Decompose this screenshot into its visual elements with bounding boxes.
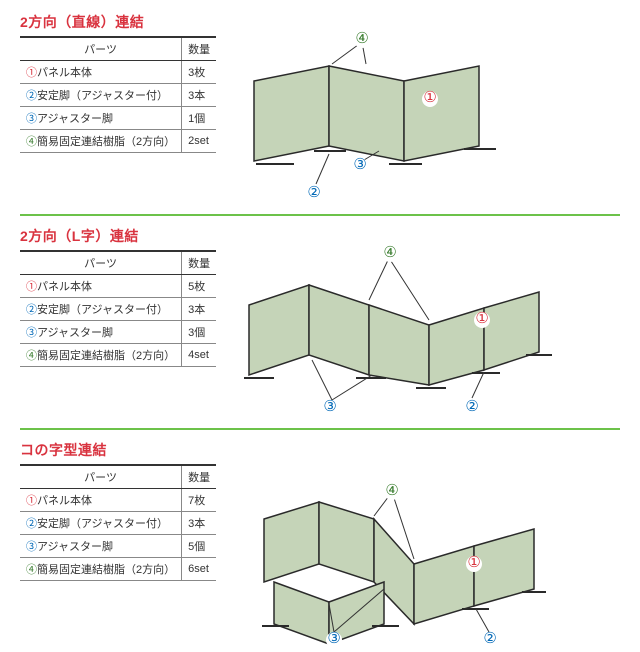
part-qty: 3本 [182,512,217,535]
callout-①: ① [466,556,482,572]
table-row: ②安定脚（アジャスター付） 3本 [20,84,216,107]
part-label: パネル本体 [37,281,92,293]
part-number: ④ [26,350,37,362]
callout-③: ③ [352,158,368,174]
part-number: ③ [26,541,37,553]
part-number: ① [26,495,37,507]
table-header: 数量 [182,37,217,61]
part-qty: 3個 [182,321,217,344]
table-row: ①パネル本体 5枚 [20,275,216,298]
part-qty: 3本 [182,298,217,321]
section-title: コの字型連結 [20,440,620,460]
panel-diagram: ④①③② [234,250,554,418]
section-divider [20,428,620,430]
table-header: パーツ [20,465,182,489]
section-title: 2方向（L字）連結 [20,226,620,246]
part-label: 安定脚（アジャスター付） [37,90,168,102]
table-row: ①パネル本体 7枚 [20,489,216,512]
part-label: アジャスター脚 [37,113,113,125]
table-row: ③アジャスター脚 1個 [20,107,216,130]
part-number: ② [26,518,37,530]
part-label: 安定脚（アジャスター付） [37,518,168,530]
section-divider [20,214,620,216]
table-row: ③アジャスター脚 3個 [20,321,216,344]
part-label: 簡易固定連結樹脂（2方向） [37,136,175,148]
callout-③: ③ [326,632,342,648]
part-qty: 2set [182,130,217,153]
part-label: 安定脚（アジャスター付） [37,304,168,316]
config-section: コの字型連結パーツ数量①パネル本体7枚②安定脚（アジャスター付）3本③アジャスタ… [20,440,620,652]
section-title: 2方向（直線）連結 [20,12,620,32]
callout-④: ④ [382,246,398,262]
callout-①: ① [474,312,490,328]
callout-④: ④ [354,32,370,48]
table-row: ④簡易固定連結樹脂（2方向） 4set [20,344,216,367]
table-row: ③アジャスター脚 5個 [20,535,216,558]
table-row: ④簡易固定連結樹脂（2方向） 6set [20,558,216,581]
part-qty: 5個 [182,535,217,558]
table-header: パーツ [20,37,182,61]
table-row: ①パネル本体 3枚 [20,61,216,84]
part-label: パネル本体 [37,495,92,507]
table-row: ②安定脚（アジャスター付） 3本 [20,298,216,321]
callout-②: ② [482,632,498,648]
table-header: 数量 [182,465,217,489]
part-qty: 6set [182,558,217,581]
parts-table: パーツ数量①パネル本体5枚②安定脚（アジャスター付）3本③アジャスター脚3個④簡… [20,250,216,367]
part-qty: 3枚 [182,61,217,84]
part-label: パネル本体 [37,67,92,79]
callout-②: ② [306,186,322,202]
part-qty: 5枚 [182,275,217,298]
parts-table: パーツ数量①パネル本体7枚②安定脚（アジャスター付）3本③アジャスター脚5個④簡… [20,464,216,581]
callout-④: ④ [384,484,400,500]
part-number: ① [26,67,37,79]
part-qty: 4set [182,344,217,367]
panel-diagram: ④①③② [234,36,534,204]
callout-②: ② [464,400,480,416]
callout-③: ③ [322,400,338,416]
panel-diagram: ④ ① ③ ② [234,464,554,652]
parts-table: パーツ数量①パネル本体3枚②安定脚（アジャスター付）3本③アジャスター脚1個④簡… [20,36,216,153]
part-label: アジャスター脚 [37,541,113,553]
config-section: 2方向（L字）連結パーツ数量①パネル本体5枚②安定脚（アジャスター付）3本③アジ… [20,226,620,418]
table-header: パーツ [20,251,182,275]
part-number: ② [26,90,37,102]
callout-①: ① [422,91,438,107]
part-qty: 3本 [182,84,217,107]
table-row: ④簡易固定連結樹脂（2方向） 2set [20,130,216,153]
table-row: ②安定脚（アジャスター付） 3本 [20,512,216,535]
part-number: ② [26,304,37,316]
part-label: 簡易固定連結樹脂（2方向） [37,350,175,362]
part-number: ④ [26,136,37,148]
table-header: 数量 [182,251,217,275]
part-qty: 7枚 [182,489,217,512]
part-number: ④ [26,564,37,576]
part-label: アジャスター脚 [37,327,113,339]
part-label: 簡易固定連結樹脂（2方向） [37,564,175,576]
config-section: 2方向（直線）連結パーツ数量①パネル本体3枚②安定脚（アジャスター付）3本③アジ… [20,12,620,204]
part-number: ③ [26,327,37,339]
part-number: ③ [26,113,37,125]
part-number: ① [26,281,37,293]
part-qty: 1個 [182,107,217,130]
